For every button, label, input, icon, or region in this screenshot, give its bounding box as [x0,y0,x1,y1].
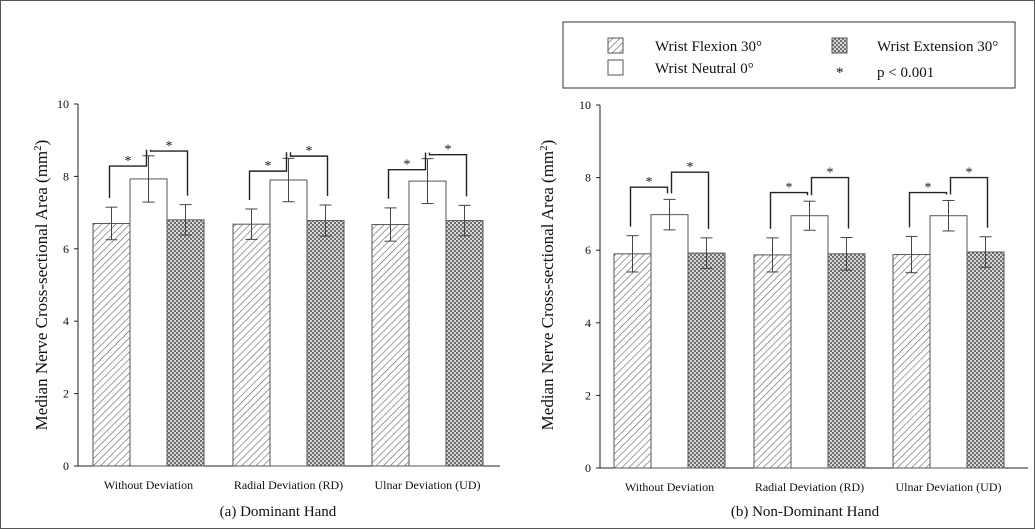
significance-bracket-non-dominant-3-neutral-extension [949,176,989,228]
bar-non-dominant-neutral-2 [790,215,829,469]
legend-label-neutral: Wrist Neutral 0° [655,61,754,77]
ylabel-non-dominant-sup: 2 [538,145,550,151]
significance-star-non-dominant-1-b: * [687,160,694,175]
ylabel-non-dominant-close: ) [538,140,557,146]
y-tick-label-dominant-10: 10 [57,97,69,111]
bar-dominant-flexion-1 [92,222,131,467]
significance-bracket-dominant-3-neutral-extension [428,152,468,197]
ylabel-dominant-main: Median Nerve Cross-sectional Area (mm [32,151,51,430]
ylabel-dominant-close: ) [32,140,51,146]
significance-star-dominant-3-a: * [404,158,411,173]
significance-bracket-non-dominant-3-flexion-neutral [908,191,948,228]
category-label-non-dominant-1: Without Deviation [625,480,714,494]
significance-bracket-dominant-1-flexion-neutral [108,149,148,199]
significance-star-dominant-3-b: * [445,143,452,158]
chart-non-dominant-hand: Median Nerve Cross-sectional Area (mm2) … [538,98,1028,520]
bar-dominant-neutral-3 [408,180,447,467]
legend-item-neutral: Wrist Neutral 0° [607,59,754,77]
significance-star-dominant-1-b: * [166,139,173,154]
bar-non-dominant-flexion-2 [753,254,792,469]
bar-dominant-extension-3 [445,220,484,467]
y-tick-label-dominant-6: 6 [63,242,69,256]
y-tick-label-non-dominant-8: 8 [585,171,591,185]
bar-non-dominant-extension-2 [827,253,866,469]
significance-star-dominant-2-a: * [265,159,272,174]
significance-star-dominant-2-b: * [306,144,313,159]
legend-item-significance: * p < 0.001 [836,65,934,81]
significance-star-non-dominant-3-b: * [966,166,973,181]
legend-label-extension: Wrist Extension 30° [877,39,998,55]
bar-non-dominant-extension-3 [966,251,1005,469]
title-non-dominant: (b) Non-Dominant Hand [731,504,880,520]
y-tick-label-non-dominant-6: 6 [585,243,591,257]
y-tick-label-non-dominant-10: 10 [579,98,591,112]
bar-non-dominant-flexion-1 [613,253,652,469]
y-tick-label-dominant-8: 8 [63,169,69,183]
category-label-dominant-2: Radial Deviation (RD) [234,478,343,492]
bar-dominant-flexion-3 [371,224,410,467]
category-label-dominant-3: Ulnar Deviation (UD) [375,478,481,492]
significance-star-dominant-1-a: * [125,154,132,169]
category-label-non-dominant-3: Ulnar Deviation (UD) [896,480,1002,494]
legend-marker-significance: * [836,65,844,81]
y-tick-label-non-dominant-2: 2 [585,388,591,402]
significance-bracket-dominant-2-flexion-neutral [248,152,288,200]
legend-swatch-flexion [607,37,624,54]
category-label-dominant-1: Without Deviation [104,478,193,492]
significance-star-non-dominant-1-a: * [646,175,653,190]
ylabel-non-dominant-main: Median Nerve Cross-sectional Area (mm [538,151,557,430]
legend-item-extension: Wrist Extension 30° [831,37,998,55]
bar-dominant-extension-1 [166,219,205,467]
y-tick-label-dominant-2: 2 [63,387,69,401]
y-tick-label-dominant-4: 4 [63,314,69,328]
significance-bracket-non-dominant-2-neutral-extension [810,176,850,229]
legend-swatch-neutral [607,59,624,76]
significance-star-non-dominant-3-a: * [925,181,932,196]
legend-swatch-extension [831,37,848,54]
significance-star-non-dominant-2-b: * [827,166,834,181]
legend-label-significance: p < 0.001 [877,65,934,81]
bar-non-dominant-neutral-1 [650,214,689,469]
bar-non-dominant-extension-1 [687,252,726,469]
y-tick-label-non-dominant-0: 0 [585,461,591,475]
y-tick-label-dominant-0: 0 [63,459,69,473]
bar-dominant-neutral-1 [129,178,168,467]
chart-dominant-hand: Median Nerve Cross-sectional Area (mm2) … [32,97,500,520]
significance-bracket-non-dominant-1-flexion-neutral [629,186,669,227]
significance-bracket-dominant-2-neutral-extension [289,152,329,196]
bar-dominant-neutral-2 [269,179,308,467]
y-tick-label-non-dominant-4: 4 [585,316,591,330]
bar-non-dominant-neutral-3 [929,215,968,469]
ylabel-dominant-sup: 2 [32,145,44,151]
significance-bracket-dominant-3-flexion-neutral [387,152,427,199]
category-label-non-dominant-2: Radial Deviation (RD) [755,480,864,494]
bar-non-dominant-flexion-3 [892,254,931,469]
legend-item-flexion: Wrist Flexion 30° [607,37,762,55]
bar-dominant-extension-2 [306,220,345,467]
bar-dominant-flexion-2 [232,223,271,467]
legend-label-flexion: Wrist Flexion 30° [655,39,762,55]
legend-box [562,21,1016,89]
ylabel-dominant: Median Nerve Cross-sectional Area (mm2) [32,140,51,431]
significance-bracket-non-dominant-1-neutral-extension [670,171,710,229]
significance-bracket-dominant-1-neutral-extension [149,149,189,196]
significance-star-non-dominant-2-a: * [786,181,793,196]
title-dominant: (a) Dominant Hand [220,504,337,520]
significance-bracket-non-dominant-2-flexion-neutral [769,191,809,229]
legend: Wrist Flexion 30° Wrist Extension 30° Wr… [562,21,1016,89]
ylabel-non-dominant: Median Nerve Cross-sectional Area (mm2) [538,140,557,431]
